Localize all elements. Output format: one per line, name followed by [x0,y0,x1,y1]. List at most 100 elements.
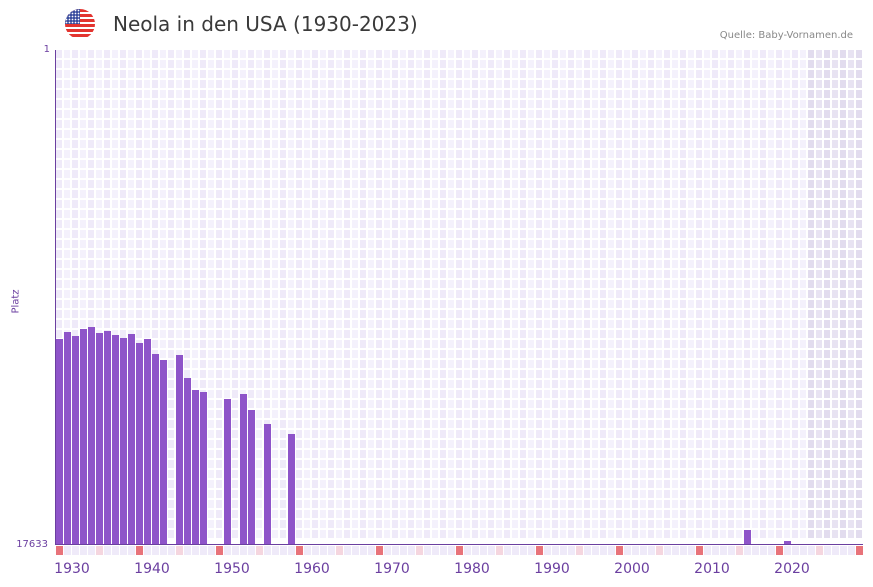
bar-1933[interactable] [80,328,87,545]
x-tick-label: 1960 [294,561,330,577]
year-marker [840,546,847,555]
bar-1930[interactable] [56,338,63,545]
year-marker [440,546,447,555]
year-marker [552,546,559,555]
year-marker [752,546,759,555]
bar-1943[interactable] [160,359,167,545]
year-marker [656,546,663,555]
x-tick-label: 2020 [774,561,810,577]
year-marker [232,546,239,555]
bar-1956[interactable] [264,423,271,545]
year-marker [512,546,519,555]
year-marker [496,546,503,555]
year-marker [632,546,639,555]
x-tick-label: 2010 [694,561,730,577]
year-marker [760,546,767,555]
year-marker [280,546,287,555]
year-marker [736,546,743,555]
year-marker [824,546,831,555]
year-marker [832,546,839,555]
y-axis-line [55,50,56,545]
x-tick-label: 1950 [214,561,250,577]
year-marker [136,546,143,555]
bar-1945[interactable] [176,354,183,545]
bar-1937[interactable] [112,335,119,545]
bar-1936[interactable] [104,330,111,545]
bar-1932[interactable] [72,335,79,545]
bar-1948[interactable] [200,391,207,545]
year-marker [744,546,751,555]
y-axis-title: Platz [10,289,22,314]
bar-1947[interactable] [192,389,199,545]
year-marker [472,546,479,555]
year-marker [712,546,719,555]
year-marker [456,546,463,555]
bar-1935[interactable] [96,333,103,545]
year-marker [208,546,215,555]
year-marker [808,546,815,555]
x-axis-line [55,544,863,545]
bar-1954[interactable] [248,409,255,545]
year-marker [112,546,119,555]
year-marker [648,546,655,555]
year-marker [688,546,695,555]
year-marker [304,546,311,555]
year-marker [536,546,543,555]
year-marker [680,546,687,555]
year-marker [720,546,727,555]
year-marker [392,546,399,555]
bar-1959[interactable] [288,433,295,545]
bar-1939[interactable] [128,333,135,545]
bar-1946[interactable] [184,377,191,545]
year-marker [616,546,623,555]
year-marker [184,546,191,555]
year-marker [264,546,271,555]
bar-1951[interactable] [224,398,231,545]
year-marker [568,546,575,555]
year-marker [192,546,199,555]
year-marker [288,546,295,555]
year-marker [256,546,263,555]
year-marker [168,546,175,555]
year-marker [56,546,63,555]
year-marker [368,546,375,555]
year-marker [584,546,591,555]
year-marker [792,546,799,555]
year-marker [72,546,79,555]
x-tick-label: 1990 [534,561,570,577]
year-marker [816,546,823,555]
bar-1931[interactable] [64,332,71,545]
bar-2021[interactable] [784,540,791,545]
year-marker [384,546,391,555]
year-marker [120,546,127,555]
bar-1953[interactable] [240,393,247,545]
y-tick-top: 1 [43,44,50,55]
year-marker [248,546,255,555]
x-tick-label: 2000 [614,561,650,577]
year-marker [200,546,207,555]
year-marker [376,546,383,555]
year-marker [216,546,223,555]
bar-1938[interactable] [120,338,127,545]
year-marker [296,546,303,555]
year-marker [408,546,415,555]
year-marker [488,546,495,555]
year-marker [88,546,95,555]
year-marker [776,546,783,555]
year-marker [560,546,567,555]
year-marker [800,546,807,555]
year-marker [152,546,159,555]
year-marker [480,546,487,555]
bar-1941[interactable] [144,338,151,545]
year-marker [312,546,319,555]
year-marker [448,546,455,555]
bar-1942[interactable] [152,353,159,545]
year-marker [464,546,471,555]
bar-2016[interactable] [744,530,751,545]
bar-1934[interactable] [88,327,95,545]
source-label: Quelle: Baby-Vornamen.de [719,30,853,41]
bar-1940[interactable] [136,342,143,545]
year-marker [80,546,87,555]
year-marker [520,546,527,555]
year-marker [240,546,247,555]
